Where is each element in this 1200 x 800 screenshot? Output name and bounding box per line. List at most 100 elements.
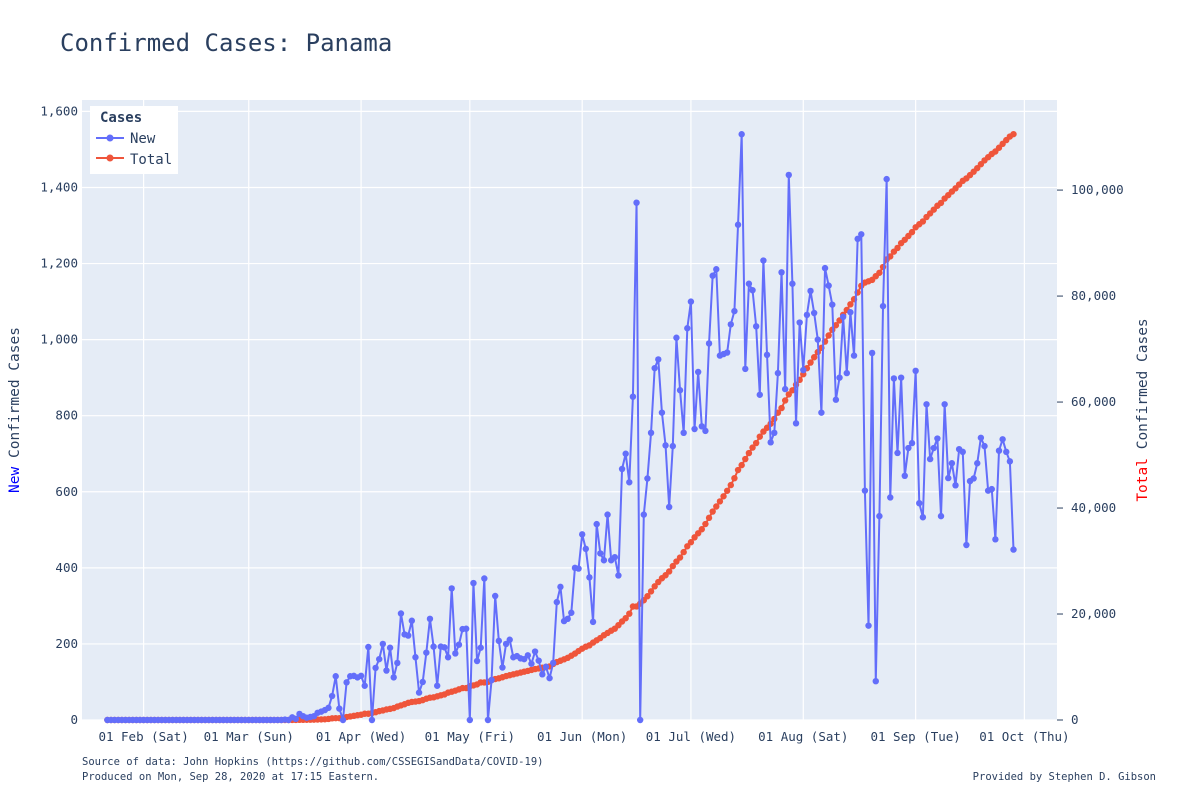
data-point-new[interactable]: [1010, 546, 1017, 553]
data-point-new[interactable]: [452, 650, 459, 657]
data-point-new[interactable]: [499, 664, 506, 671]
data-point-new[interactable]: [339, 716, 347, 724]
data-point-new[interactable]: [709, 272, 716, 279]
data-point-new[interactable]: [549, 659, 557, 667]
data-point-new[interactable]: [731, 307, 738, 315]
data-point-total[interactable]: [716, 498, 724, 505]
data-point-new[interactable]: [633, 199, 640, 206]
data-point-total[interactable]: [908, 228, 916, 236]
data-point-total[interactable]: [713, 503, 720, 510]
legend-item-new[interactable]: New: [96, 131, 156, 147]
data-point-new[interactable]: [593, 520, 600, 528]
data-point-new[interactable]: [865, 622, 872, 629]
data-point-total[interactable]: [734, 466, 742, 474]
data-point-new[interactable]: [484, 716, 492, 724]
data-point-new[interactable]: [970, 475, 977, 482]
data-point-new[interactable]: [495, 637, 503, 645]
data-point-total[interactable]: [687, 539, 695, 546]
data-point-new[interactable]: [492, 592, 499, 600]
data-point-new[interactable]: [890, 375, 898, 382]
data-point-total[interactable]: [723, 487, 731, 494]
data-point-new[interactable]: [687, 298, 695, 305]
data-point-total[interactable]: [731, 474, 738, 482]
data-point-new[interactable]: [818, 409, 825, 416]
data-point-total[interactable]: [847, 301, 854, 308]
data-point-new[interactable]: [745, 280, 753, 287]
data-point-new[interactable]: [379, 640, 387, 648]
data-point-new[interactable]: [778, 269, 785, 276]
data-point-new[interactable]: [1003, 448, 1010, 456]
data-point-new[interactable]: [658, 409, 666, 416]
data-point-new[interactable]: [963, 541, 970, 549]
data-point-new[interactable]: [386, 644, 394, 651]
data-point-new[interactable]: [662, 442, 669, 449]
data-point-new[interactable]: [535, 657, 542, 664]
data-point-new[interactable]: [887, 494, 894, 501]
data-point-new[interactable]: [466, 716, 474, 724]
data-point-total[interactable]: [676, 554, 684, 561]
data-point-new[interactable]: [810, 309, 818, 317]
data-point-total[interactable]: [745, 449, 753, 457]
data-point-new[interactable]: [629, 393, 637, 400]
data-point-new[interactable]: [930, 444, 937, 452]
data-point-new[interactable]: [854, 235, 861, 243]
data-point-new[interactable]: [615, 572, 622, 579]
data-point-new[interactable]: [792, 420, 800, 427]
data-point-new[interactable]: [473, 657, 481, 665]
data-point-new[interactable]: [557, 583, 564, 591]
data-point-new[interactable]: [908, 439, 916, 447]
data-point-new[interactable]: [861, 487, 869, 494]
data-point-new[interactable]: [713, 266, 720, 273]
data-point-new[interactable]: [640, 511, 647, 518]
data-point-new[interactable]: [357, 672, 365, 680]
data-point-new[interactable]: [814, 336, 821, 343]
data-point-total[interactable]: [756, 433, 763, 440]
data-point-total[interactable]: [622, 615, 629, 622]
data-point-total[interactable]: [785, 391, 792, 398]
data-point-total[interactable]: [789, 387, 796, 394]
data-point-new[interactable]: [905, 444, 912, 452]
data-point-new[interactable]: [430, 643, 437, 650]
data-point-new[interactable]: [948, 460, 956, 467]
data-point-new[interactable]: [999, 436, 1006, 443]
data-point-new[interactable]: [361, 682, 368, 689]
data-point-new[interactable]: [771, 429, 778, 437]
data-point-new[interactable]: [481, 575, 488, 582]
data-point-total[interactable]: [832, 322, 840, 329]
data-point-new[interactable]: [586, 574, 593, 581]
data-point-new[interactable]: [644, 475, 651, 482]
data-point-new[interactable]: [897, 374, 905, 381]
data-point-new[interactable]: [847, 309, 854, 316]
data-point-total[interactable]: [807, 359, 814, 366]
data-point-new[interactable]: [839, 313, 847, 321]
data-point-new[interactable]: [796, 319, 803, 326]
data-point-new[interactable]: [423, 649, 430, 656]
data-point-new[interactable]: [676, 387, 684, 394]
data-point-new[interactable]: [455, 641, 463, 648]
data-point-new[interactable]: [426, 615, 434, 623]
data-point-new[interactable]: [825, 282, 832, 289]
data-point-total[interactable]: [876, 269, 883, 276]
data-point-new[interactable]: [651, 364, 658, 372]
data-point-new[interactable]: [901, 472, 908, 479]
data-point-new[interactable]: [365, 643, 372, 651]
data-point-total[interactable]: [879, 263, 887, 271]
data-point-new[interactable]: [390, 674, 397, 681]
data-point-new[interactable]: [531, 648, 539, 655]
data-point-total[interactable]: [749, 444, 756, 451]
data-point-new[interactable]: [727, 321, 734, 328]
data-point-total[interactable]: [781, 397, 789, 404]
data-point-new[interactable]: [368, 716, 376, 724]
data-point-new[interactable]: [506, 636, 513, 643]
data-point-new[interactable]: [941, 401, 948, 408]
data-point-total[interactable]: [669, 562, 676, 570]
data-point-new[interactable]: [611, 554, 619, 561]
data-point-new[interactable]: [738, 131, 745, 138]
data-point-total[interactable]: [738, 461, 745, 469]
data-point-new[interactable]: [575, 565, 582, 572]
data-point-total[interactable]: [626, 610, 633, 617]
data-point-total[interactable]: [752, 439, 760, 447]
data-point-new[interactable]: [397, 610, 405, 617]
data-point-new[interactable]: [868, 349, 876, 357]
data-point-new[interactable]: [876, 512, 883, 520]
